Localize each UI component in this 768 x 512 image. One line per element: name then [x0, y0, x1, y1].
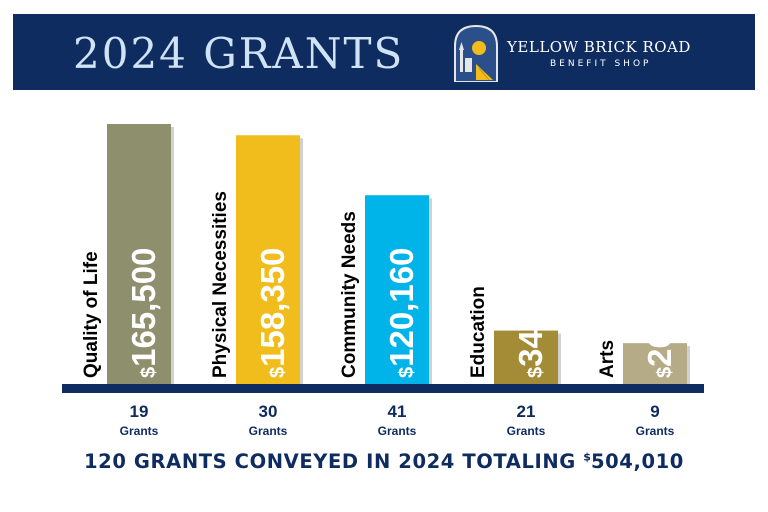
bar-quality-of-life: [107, 124, 171, 384]
category-label-community-needs: Community Needs: [339, 211, 360, 378]
summary-text: 120 GRANTS CONVEYED IN 2024 TOTALING: [84, 450, 584, 473]
bar-arts: [623, 343, 687, 384]
x-axis-baseline: [62, 384, 704, 393]
value-label-education: $34,000: [512, 266, 549, 378]
bar-education: [494, 330, 558, 384]
grant-count-education: 21: [517, 402, 536, 421]
value-label-arts: $26,000: [641, 266, 678, 378]
grant-count-arts: 9: [650, 402, 659, 421]
value-amount-arts: 26,000: [641, 266, 678, 367]
value-currency-physical-necessities: $: [267, 367, 289, 378]
grant-unit-quality-of-life: Grants: [120, 424, 159, 438]
grant-unit-community-needs: Grants: [378, 424, 417, 438]
title-banner: 2024 GRANTS YELLOW BRICK ROAD BENEFIT SH…: [13, 14, 755, 90]
value-amount-quality-of-life: 165,500: [125, 248, 162, 367]
value-label-community-needs: $120,160: [383, 248, 420, 378]
category-label-education: Education: [468, 286, 489, 378]
grant-unit-arts: Grants: [636, 424, 675, 438]
value-label-quality-of-life: $165,500: [125, 248, 162, 378]
value-label-physical-necessities: $158,350: [254, 248, 291, 378]
category-label-arts: Arts: [597, 340, 618, 378]
bar-community-needs: [365, 195, 429, 384]
grant-count-community-needs: 41: [388, 402, 407, 421]
grants-bar-chart: Quality of Life $165,500 19 Grants Physical …: [62, 124, 704, 438]
logo-subtitle: BENEFIT SHOP: [550, 59, 652, 69]
value-currency-arts: $: [654, 367, 676, 378]
category-label-physical-necessities: Physical Necessities: [210, 191, 231, 378]
grant-unit-education: Grants: [507, 424, 546, 438]
logo-name: YELLOW BRICK ROAD: [507, 38, 691, 56]
category-label-quality-of-life: Quality of Life: [81, 251, 102, 378]
value-amount-community-needs: 120,160: [383, 248, 420, 367]
page-title: 2024 GRANTS: [73, 29, 405, 78]
value-currency-education: $: [525, 367, 547, 378]
summary-currency: $: [583, 450, 591, 464]
value-currency-community-needs: $: [396, 367, 418, 378]
summary-amount: 504,010: [590, 450, 684, 473]
value-amount-physical-necessities: 158,350: [254, 248, 291, 367]
grant-unit-physical-necessities: Grants: [249, 424, 288, 438]
bar-physical-necessities: [236, 135, 300, 384]
value-currency-quality-of-life: $: [138, 367, 160, 378]
value-amount-education: 34,000: [512, 266, 549, 367]
grants-total-summary: 120 GRANTS CONVEYED IN 2024 TOTALING $50…: [0, 450, 768, 473]
logo-emblem-icon: [454, 24, 498, 82]
grant-count-quality-of-life: 19: [130, 402, 149, 421]
logo: YELLOW BRICK ROAD BENEFIT SHOP: [449, 24, 749, 82]
grant-count-physical-necessities: 30: [259, 402, 278, 421]
